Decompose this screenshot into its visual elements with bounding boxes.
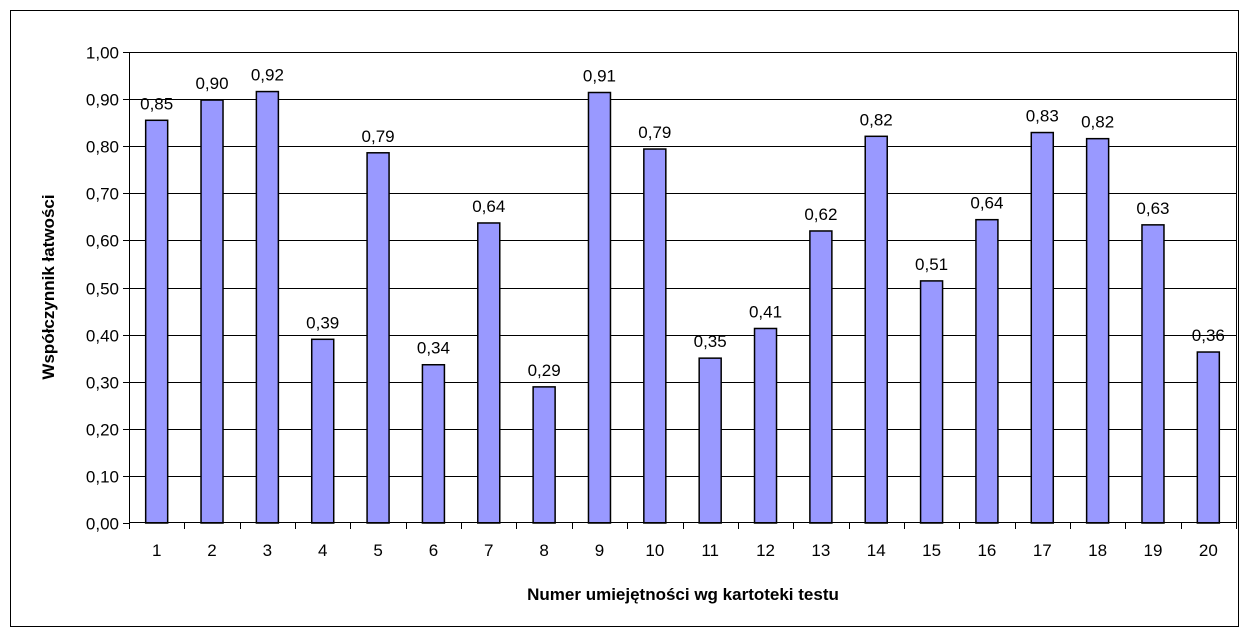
data-label: 0,34 <box>417 339 450 358</box>
x-tick-label: 17 <box>1033 541 1052 560</box>
data-label: 0,82 <box>1081 113 1114 132</box>
y-axis-title: Współczynnik łatwości <box>39 194 58 379</box>
data-label: 0,79 <box>362 127 395 146</box>
data-label: 0,35 <box>694 332 727 351</box>
data-label: 0,90 <box>195 74 228 93</box>
x-tick-label: 4 <box>318 541 327 560</box>
y-tick-label: 0,80 <box>86 138 119 157</box>
data-label: 0,82 <box>860 110 893 129</box>
y-tick-label: 0,50 <box>86 280 119 299</box>
x-axis-ticks: 1 2 3 4 5 6 7 8 9 10 11 12 13 14 15 16 17 18 19 20 <box>129 523 1237 560</box>
bar <box>366 152 390 524</box>
x-tick-label: 11 <box>701 541 719 560</box>
x-tick-label: 12 <box>756 541 775 560</box>
bar <box>421 363 446 524</box>
x-tick-label: 15 <box>922 541 941 560</box>
x-tick-label: 5 <box>373 541 382 560</box>
y-tick-label: 0,30 <box>86 374 119 393</box>
y-tick-label: 0,90 <box>86 91 119 110</box>
data-label: 0,63 <box>1136 199 1169 218</box>
x-tick-label: 9 <box>595 541 604 560</box>
x-tick-label: 18 <box>1088 541 1107 560</box>
x-tick-label: 16 <box>977 541 996 560</box>
bar <box>975 218 999 524</box>
data-label: 0,51 <box>915 255 948 274</box>
data-label: 0,36 <box>1192 326 1225 345</box>
data-label: 0,39 <box>306 313 339 332</box>
data-labels: 0,85 0,90 0,92 0,39 0,79 0,34 0,64 0,29 0,91 0,79… <box>140 66 1225 380</box>
bar <box>864 135 888 524</box>
data-label: 0,41 <box>749 302 782 321</box>
y-tick-label: 0,40 <box>86 327 119 346</box>
bar <box>753 327 778 524</box>
bars <box>144 90 1221 524</box>
bar <box>919 280 944 524</box>
x-tick-label: 7 <box>484 541 493 560</box>
y-tick-label: 0,00 <box>86 515 119 534</box>
data-label: 0,92 <box>251 66 284 85</box>
x-tick-label: 8 <box>539 541 548 560</box>
x-axis-title: Numer umiejętności wg kartoteki testu <box>527 585 839 604</box>
bar <box>1085 137 1110 524</box>
x-tick-label: 10 <box>645 541 664 560</box>
data-label: 0,83 <box>1026 107 1059 126</box>
data-label: 0,64 <box>970 194 1003 213</box>
y-tick-label: 0,60 <box>86 232 119 251</box>
bar <box>532 386 556 524</box>
bar <box>477 222 501 524</box>
x-tick-label: 20 <box>1199 541 1218 560</box>
bar <box>1196 351 1221 524</box>
data-label: 0,64 <box>472 197 505 216</box>
bar <box>643 148 667 524</box>
x-tick-label: 6 <box>429 541 438 560</box>
x-tick-label: 3 <box>263 541 272 560</box>
data-label: 0,85 <box>140 94 173 113</box>
bar <box>698 357 722 524</box>
x-tick-label: 2 <box>207 541 216 560</box>
bar <box>809 230 833 524</box>
bar <box>310 338 335 524</box>
data-label: 0,91 <box>583 67 616 86</box>
bar <box>587 91 612 524</box>
x-tick-label: 13 <box>811 541 830 560</box>
y-axis-ticks: 0,00 0,10 0,20 0,30 0,40 0,50 0,60 0,70 0,80 0,90… <box>86 44 129 534</box>
bar <box>255 90 280 524</box>
bar <box>144 119 169 524</box>
data-label: 0,62 <box>804 205 837 224</box>
data-label: 0,79 <box>638 123 671 142</box>
x-tick-label: 19 <box>1144 541 1163 560</box>
bar <box>1030 131 1055 524</box>
x-tick-label: 1 <box>152 541 161 560</box>
chart-border <box>10 10 1239 627</box>
y-tick-label: 0,20 <box>86 421 119 440</box>
bar <box>1141 224 1165 524</box>
bar <box>200 99 224 524</box>
y-tick-label: 0,10 <box>86 468 119 487</box>
y-tick-label: 1,00 <box>86 44 119 63</box>
y-tick-label: 0,70 <box>86 185 119 204</box>
data-label: 0,29 <box>528 361 561 380</box>
x-tick-label: 14 <box>867 541 886 560</box>
